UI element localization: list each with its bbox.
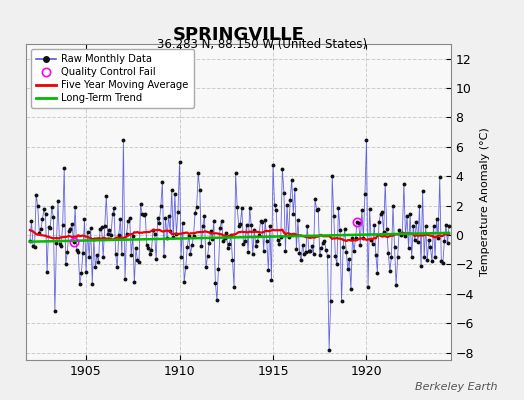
Legend: Raw Monthly Data, Quality Control Fail, Five Year Moving Average, Long-Term Tren: Raw Monthly Data, Quality Control Fail, … bbox=[31, 49, 193, 108]
Y-axis label: Temperature Anomaly (°C): Temperature Anomaly (°C) bbox=[479, 128, 489, 276]
Text: Berkeley Earth: Berkeley Earth bbox=[416, 382, 498, 392]
Title: SPRINGVILLE: SPRINGVILLE bbox=[172, 26, 304, 44]
Text: 36.283 N, 88.150 W (United States): 36.283 N, 88.150 W (United States) bbox=[157, 38, 367, 51]
